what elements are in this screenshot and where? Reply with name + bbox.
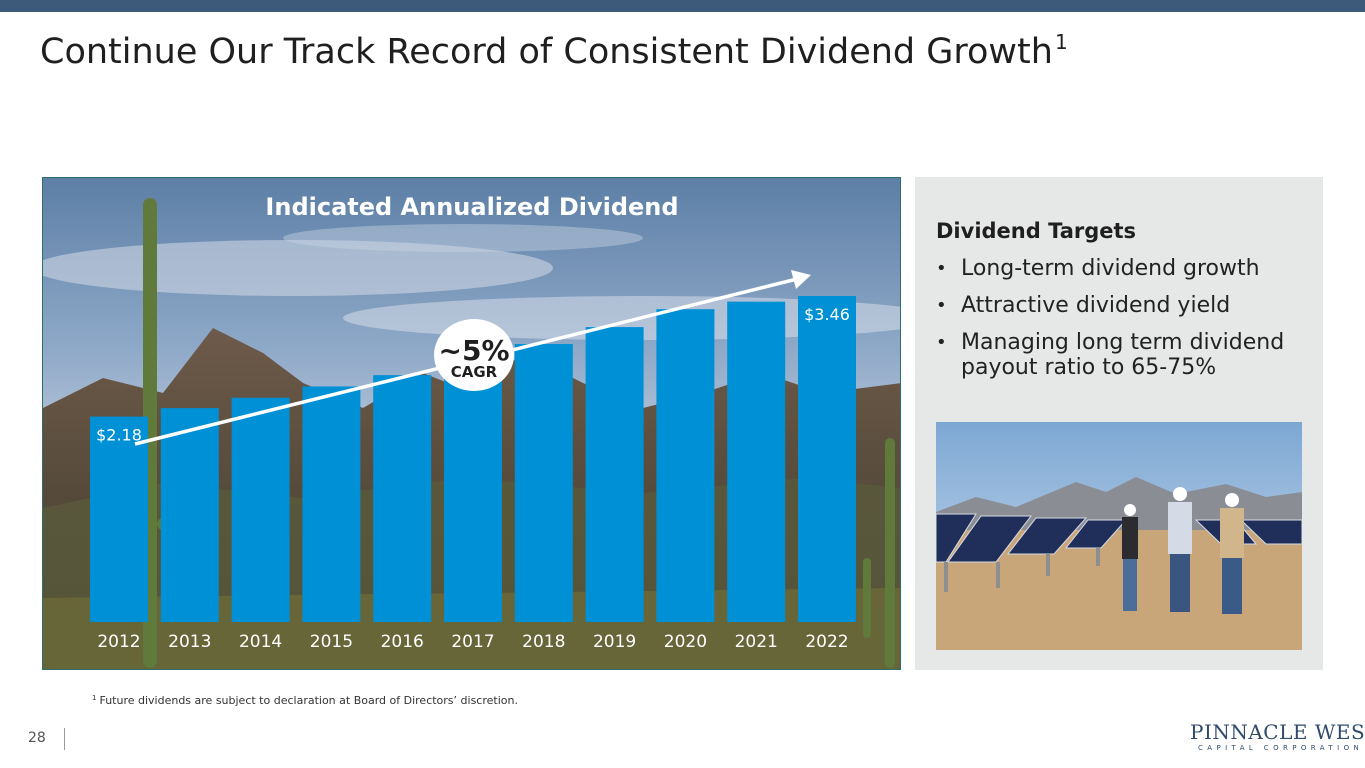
x-tick-label: 2017 <box>451 632 494 652</box>
cagr-value: ~5% <box>439 334 510 367</box>
footnote-marker: 1 <box>92 694 97 702</box>
top-accent-bar <box>0 0 1365 12</box>
solar-field-image <box>936 422 1302 650</box>
bar-2017 <box>444 360 502 622</box>
dividend-targets-panel: Dividend Targets • Long-term dividend gro… <box>915 177 1323 670</box>
x-axis-ticks: 2012 2013 2014 2015 2016 2017 2018 2019 2020 2021… <box>97 632 848 652</box>
page-number-divider <box>64 728 65 750</box>
cagr-label: CAGR <box>451 363 498 381</box>
page-title-text: Continue Our Track Record of Consistent … <box>40 32 1053 72</box>
bar-2012 <box>90 416 148 622</box>
data-label: $3.46 <box>804 305 850 324</box>
company-logo: PINNACLE WEST CAPITAL CORPORATION <box>1185 720 1365 756</box>
workers <box>1122 487 1244 614</box>
x-tick-label: 2016 <box>381 632 424 652</box>
cagr-badge-circle <box>434 319 514 391</box>
chart-title: Indicated Annualized Dividend <box>265 193 678 221</box>
dividend-chart-panel: 2012 2013 2014 2015 2016 2017 2018 2019 2020 2021… <box>42 177 901 670</box>
x-tick-label: 2022 <box>805 632 848 652</box>
bullet-icon: • <box>936 332 947 353</box>
page-title: Continue Our Track Record of Consistent … <box>40 30 1068 72</box>
footnote: 1 Future dividends are subject to declara… <box>92 694 518 707</box>
x-tick-label: 2013 <box>168 632 211 652</box>
x-tick-label: 2019 <box>593 632 636 652</box>
target-item: • Managing long term dividend payout rati… <box>936 330 1316 380</box>
data-labels: $2.18 $3.46 <box>96 305 850 445</box>
x-tick-label: 2012 <box>97 632 140 652</box>
x-tick-label: 2014 <box>239 632 282 652</box>
solar-field-photo <box>936 422 1302 650</box>
x-tick-label: 2018 <box>522 632 565 652</box>
target-item: • Long-term dividend growth <box>936 256 1316 281</box>
targets-list: • Long-term dividend growth • Attractive d… <box>936 256 1316 392</box>
title-footnote-marker: 1 <box>1054 30 1068 54</box>
bar-2015 <box>302 386 361 622</box>
bar-2019 <box>585 327 644 622</box>
x-tick-label: 2020 <box>664 632 707 652</box>
x-tick-label: 2021 <box>735 632 778 652</box>
bar-2021 <box>727 301 786 622</box>
trend-arrow-head <box>791 270 811 289</box>
target-item-text: Long-term dividend growth <box>961 256 1260 281</box>
x-tick-label: 2015 <box>310 632 353 652</box>
bullet-icon: • <box>936 295 947 316</box>
data-label: $2.18 <box>96 426 142 445</box>
bar-2013 <box>160 408 219 622</box>
bar-2020 <box>656 309 715 622</box>
bullet-icon: • <box>936 258 947 279</box>
footnote-text: Future dividends are subject to declarat… <box>99 694 518 707</box>
logo-subtitle: CAPITAL CORPORATION <box>1198 744 1364 752</box>
targets-heading: Dividend Targets <box>936 219 1137 243</box>
bar-2022 <box>798 296 856 622</box>
bar-2018 <box>514 344 573 622</box>
bar-2014 <box>231 397 290 622</box>
target-item-text: Managing long term dividend payout ratio… <box>961 330 1285 380</box>
dividend-bar-chart: 2012 2013 2014 2015 2016 2017 2018 2019 2020 2021… <box>43 178 900 669</box>
cagr-badge: ~5% CAGR <box>434 319 514 391</box>
target-item: • Attractive dividend yield <box>936 293 1316 318</box>
logo-wordmark: PINNACLE WEST <box>1190 720 1365 744</box>
page-number: 28 <box>28 730 46 746</box>
bar-2016 <box>373 375 432 622</box>
bars-group <box>90 296 856 622</box>
target-item-text: Attractive dividend yield <box>961 293 1231 318</box>
